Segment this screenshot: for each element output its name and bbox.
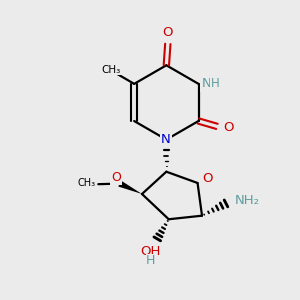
- Text: N: N: [202, 77, 211, 90]
- Text: H: H: [146, 254, 156, 267]
- Text: O: O: [202, 172, 212, 185]
- Text: O: O: [111, 170, 121, 184]
- Text: OH: OH: [141, 244, 161, 258]
- Text: CH₃: CH₃: [102, 64, 121, 75]
- Text: NH₂: NH₂: [235, 194, 260, 207]
- Text: CH₃: CH₃: [78, 178, 96, 188]
- Polygon shape: [118, 181, 142, 194]
- Text: O: O: [223, 122, 233, 134]
- Text: N: N: [161, 133, 171, 146]
- Text: O: O: [163, 26, 173, 39]
- Text: H: H: [211, 77, 219, 90]
